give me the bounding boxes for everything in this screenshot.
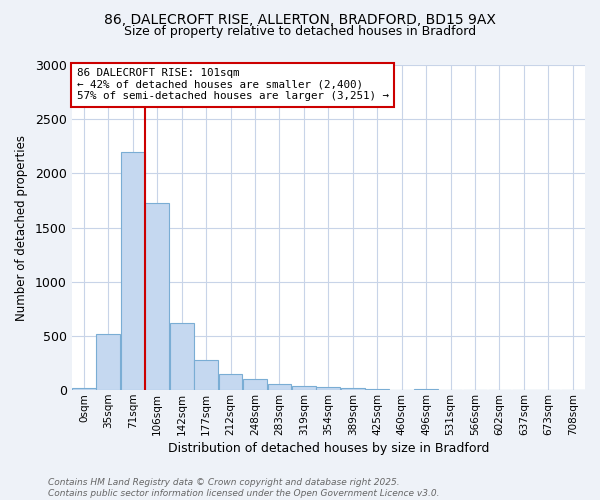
Y-axis label: Number of detached properties: Number of detached properties — [15, 134, 28, 320]
Text: Contains HM Land Registry data © Crown copyright and database right 2025.
Contai: Contains HM Land Registry data © Crown c… — [48, 478, 439, 498]
Bar — [121, 152, 145, 390]
Bar — [219, 374, 242, 390]
Bar — [292, 386, 316, 390]
Bar — [268, 384, 292, 390]
Bar — [365, 389, 389, 390]
Bar — [316, 387, 340, 390]
Text: 86 DALECROFT RISE: 101sqm
← 42% of detached houses are smaller (2,400)
57% of se: 86 DALECROFT RISE: 101sqm ← 42% of detac… — [77, 68, 389, 102]
Text: Size of property relative to detached houses in Bradford: Size of property relative to detached ho… — [124, 25, 476, 38]
Bar — [194, 360, 218, 390]
Bar — [341, 388, 365, 390]
Bar — [145, 202, 169, 390]
Bar — [97, 334, 120, 390]
Bar — [243, 380, 267, 390]
X-axis label: Distribution of detached houses by size in Bradford: Distribution of detached houses by size … — [167, 442, 489, 455]
Bar — [170, 323, 194, 390]
Text: 86, DALECROFT RISE, ALLERTON, BRADFORD, BD15 9AX: 86, DALECROFT RISE, ALLERTON, BRADFORD, … — [104, 12, 496, 26]
Bar — [414, 388, 438, 390]
Bar — [72, 388, 96, 390]
